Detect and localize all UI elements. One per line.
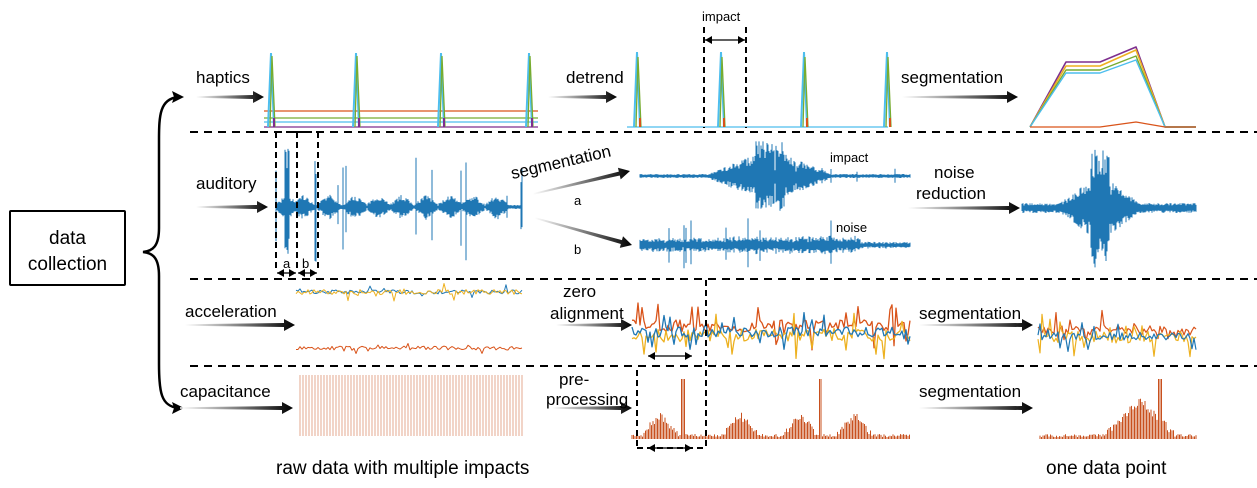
label-acceleration: acceleration xyxy=(185,302,277,321)
auditory-noise-segment xyxy=(639,218,911,269)
accel-aligned-yellow-line xyxy=(631,312,911,360)
haptics-raw-peak-green-0 xyxy=(269,55,276,128)
label-haptics-segmentation: segmentation xyxy=(901,68,1004,87)
label-detrend: detrend xyxy=(566,68,624,87)
accel-raw-orange-line xyxy=(296,343,523,354)
label-processing: processing xyxy=(546,390,629,409)
box-line-2: collection xyxy=(27,254,108,275)
arrow-preprocessing-icon xyxy=(552,402,632,414)
window-b-span-icon-left-head xyxy=(298,269,305,277)
accel-align-span-icon-right-head xyxy=(685,352,692,360)
label-impact-signal: impact xyxy=(830,150,869,165)
label-tick-b: b xyxy=(302,256,310,271)
haptics-seg-cyan-line xyxy=(1029,59,1196,128)
accel-seg-orange-line xyxy=(1037,309,1197,342)
label-tick-a: a xyxy=(283,256,291,271)
label-noise-reduction-1: noise xyxy=(934,163,975,182)
arrow-zero-alignment-icon xyxy=(556,319,632,331)
auditory-noise-reduced-signal xyxy=(1021,149,1197,268)
box-line-1: data xyxy=(49,228,86,249)
haptics-detrend-peak-2 xyxy=(800,51,808,128)
haptics-detrend-peak-green-0 xyxy=(635,56,642,128)
accel-aligned-blue-line xyxy=(631,311,911,350)
haptics-detrend-peak-green-1 xyxy=(719,56,726,128)
haptics-raw-peak-green-1 xyxy=(354,55,361,128)
haptics-raw-peak-0 xyxy=(267,52,275,128)
label-acceleration-segmentation: segmentation xyxy=(919,304,1022,323)
arrow-capacitance-icon xyxy=(180,402,293,414)
label-haptics: haptics xyxy=(196,68,250,87)
label-capacitance-segmentation: segmentation xyxy=(919,382,1022,401)
auditory-impact-segment xyxy=(639,141,911,211)
haptics-raw-peak-3 xyxy=(525,52,533,128)
auditory-raw-signal xyxy=(275,148,523,262)
impact-window-span-icon-right-head xyxy=(738,36,745,44)
haptics-detrend-peak-3 xyxy=(883,51,891,128)
haptics-seg-green-line xyxy=(1029,55,1196,128)
curly-brace xyxy=(142,95,179,410)
haptics-raw-peak-green-3 xyxy=(527,55,534,128)
capacitance-preprocessed-signal xyxy=(631,379,910,439)
arrow-capacitance-segmentation-icon xyxy=(919,402,1033,414)
accel-seg-yellow-line xyxy=(1037,313,1197,358)
label-noise-signal: noise xyxy=(836,220,868,235)
label-pre: pre- xyxy=(559,370,590,389)
label-alignment: alignment xyxy=(550,304,624,323)
haptics-raw-peak-1 xyxy=(352,52,360,128)
arrow-branch-a-icon xyxy=(532,167,630,195)
arrow-noise-reduction-icon xyxy=(908,202,1020,214)
accel-align-span-icon-left-head xyxy=(648,352,655,360)
cap-align-span-icon-left-head xyxy=(648,444,655,452)
brace-arrowhead-bottom-icon xyxy=(172,402,184,414)
arrow-acceleration-icon xyxy=(185,319,295,331)
caption-one-data-point: one data point xyxy=(1046,458,1167,479)
impact-window-span-icon-left-head xyxy=(705,36,712,44)
window-a-span-icon-left-head xyxy=(277,269,284,277)
haptics-detrend-peak-green-2 xyxy=(802,56,809,128)
arrow-detrend-icon xyxy=(548,91,617,103)
capacitance-segmented-signal xyxy=(1039,379,1197,439)
window-a-span-icon-right-head xyxy=(289,269,296,277)
caption-raw-data: raw data with multiple impacts xyxy=(276,458,530,479)
label-zero: zero xyxy=(563,282,597,301)
accel-aligned-orange-line xyxy=(631,302,911,351)
capacitance-raw-signal xyxy=(299,375,523,436)
arrow-haptics-icon xyxy=(196,91,264,103)
label-impact-window: impact xyxy=(702,9,741,24)
accel-raw-blue-line xyxy=(295,284,523,298)
haptics-detrend-peak-green-3 xyxy=(885,56,892,128)
cap-align-span-icon-right-head xyxy=(685,444,692,452)
arrow-acceleration-segmentation-icon xyxy=(919,319,1033,331)
window-b-span-icon-right-head xyxy=(310,269,317,277)
accel-raw-yellow-line xyxy=(295,283,523,302)
brace-arrowhead-top-icon xyxy=(172,91,184,103)
haptics-raw-peak-green-2 xyxy=(439,55,446,128)
arrow-haptics-segmentation-icon xyxy=(902,91,1018,103)
label-branch-b: b xyxy=(574,242,582,257)
arrow-auditory-icon xyxy=(196,201,268,213)
data-collection-box: data collection xyxy=(9,210,126,286)
haptics-detrend-peak-1 xyxy=(717,51,725,128)
haptics-raw-peak-2 xyxy=(437,52,445,128)
accel-seg-blue-line xyxy=(1037,322,1197,352)
arrow-branch-b-icon xyxy=(534,217,632,248)
label-branch-a: a xyxy=(574,193,582,208)
label-capacitance: capacitance xyxy=(180,382,271,401)
haptics-seg-orange-line xyxy=(1030,121,1196,128)
haptics-detrend-peak-0 xyxy=(633,51,641,128)
label-auditory: auditory xyxy=(196,174,257,193)
label-noise-reduction-2: reduction xyxy=(916,184,986,203)
